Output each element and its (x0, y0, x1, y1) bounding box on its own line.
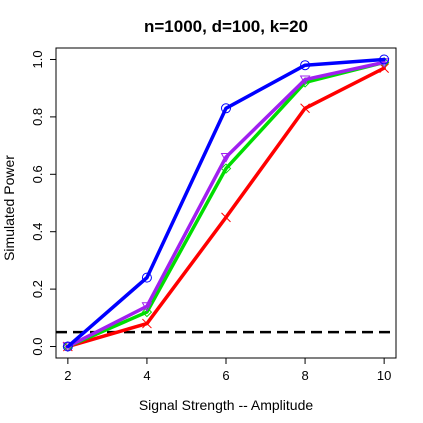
series-line (66, 60, 386, 349)
data-point (379, 54, 390, 65)
y-axis-label: Simulated Power (1, 155, 17, 261)
data-point (379, 63, 389, 73)
x-tick-label: 8 (301, 368, 308, 383)
x-tick-label: 2 (64, 368, 71, 383)
data-point (300, 60, 311, 71)
x-tick-label: 4 (143, 368, 150, 383)
y-tick-label: 0.4 (30, 223, 45, 241)
data-point (221, 103, 231, 114)
y-tick-label: 0.0 (30, 337, 45, 355)
data-point (220, 163, 232, 174)
chart-title: n=1000, d=100, k=20 (144, 17, 308, 36)
data-point (141, 306, 153, 318)
data-point (62, 341, 73, 352)
data-point (221, 212, 231, 223)
x-tick-label: 6 (222, 368, 229, 383)
data-point (142, 318, 152, 329)
y-tick-label: 0.2 (30, 280, 45, 298)
y-tick-label: 1.0 (30, 50, 45, 68)
y-tick-label: 0.8 (30, 108, 45, 126)
data-point (220, 152, 232, 163)
y-tick-label: 0.6 (30, 165, 45, 183)
data-point (299, 75, 311, 86)
data-point (62, 342, 74, 353)
x-axis-label: Signal Strength -- Amplitude (139, 397, 314, 413)
series-line (66, 60, 386, 349)
series-line (66, 57, 386, 349)
data-point (141, 272, 152, 283)
plot-area: 2 4 6 8 10 0.0 0.2 0.4 0.6 0.8 1.0 (30, 47, 397, 383)
data-point (300, 103, 310, 114)
data-point (141, 302, 153, 312)
x-tick-label: 10 (377, 368, 391, 383)
